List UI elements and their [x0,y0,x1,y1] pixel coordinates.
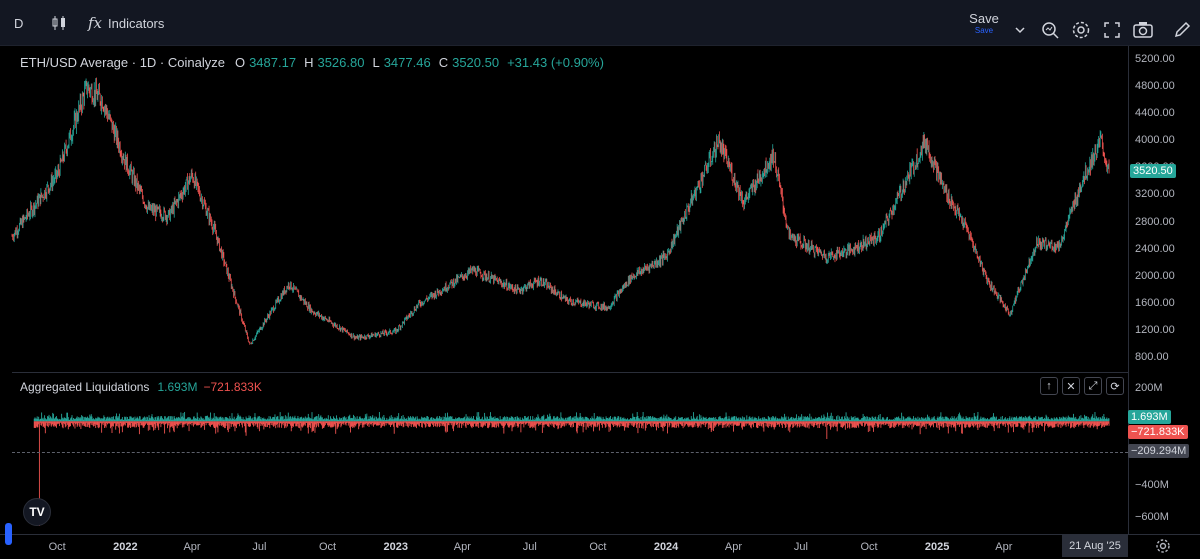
change-value: +31.43 (+0.90%) [507,55,604,70]
maximize-pane-button[interactable]: ⤢ [1084,377,1102,395]
liquidations-legend: Aggregated Liquidations 1.693M −721.833K [20,380,262,394]
time-axis-tick: Oct [318,541,337,553]
time-axis-tick: Apr [183,541,201,553]
move-pane-up-button[interactable]: ↑ [1040,377,1058,395]
refresh-pane-button[interactable]: ⟳ [1106,377,1124,395]
close-value: 3520.50 [452,55,500,70]
long-liq-value: 1.693M [157,380,198,394]
time-axis-tick: Oct [589,541,607,553]
save-sublabel: Save [974,25,994,35]
camera-icon[interactable] [1132,20,1154,40]
price-axis-tick: 1600.00 [1135,297,1175,310]
fx-icon: fx [88,14,103,32]
interval-button[interactable]: D [14,15,24,31]
crosshair-value-tag: −209.294M [1128,444,1190,458]
open-key: O [234,55,246,70]
pencil-icon[interactable] [1172,20,1192,40]
time-axis-tick: Jul [252,541,267,553]
top-toolbar: D fx Indicators Save Save [0,0,1200,46]
indicators-label: Indicators [108,15,165,31]
symbol-title[interactable]: ETH/USD Average · 1D · Coinalyze [20,55,225,70]
quick-search-icon[interactable] [1040,20,1060,40]
close-icon: ✕ [1066,380,1076,393]
price-axis-border [1128,46,1129,534]
time-axis-tick: 2024 [653,541,679,553]
sidebar-toggle-handle[interactable] [5,523,12,545]
crosshair-line [12,452,1128,453]
main-legend: ETH/USD Average · 1D · Coinalyze O 3487.1… [20,55,608,70]
indicators-button[interactable]: fx Indicators [88,0,164,46]
fullscreen-icon[interactable] [1102,20,1122,40]
time-axis-tick: Jul [522,541,537,553]
time-axis-tick: Apr [995,541,1013,553]
tradingview-logo[interactable]: TV [23,498,51,526]
time-axis-tick: Oct [48,541,66,553]
candle-series [11,77,1110,345]
time-axis-border [0,534,1200,535]
time-axis-tick: 2025 [924,541,950,553]
short-liq-value: −721.833K [203,380,262,394]
pane-controls: ↑ ✕ ⤢ ⟳ [1040,377,1124,395]
gear-icon[interactable] [1071,20,1091,40]
price-axis-tick: 1200.00 [1135,324,1175,337]
time-axis-tick: 2022 [113,541,138,553]
collapse-icon: ⤢ [1088,379,1098,392]
long-liq-tag: 1.693M [1128,410,1171,424]
price-axis-tick: 4800.00 [1135,79,1175,92]
cursor-date-tag: 21 Aug '25 [1062,535,1128,557]
price-axis-tick: 3200.00 [1135,188,1175,201]
high-value: 3526.80 [317,55,365,70]
price-axis-tick: 4400.00 [1135,106,1175,119]
time-axis-tick: Jul [793,541,808,553]
liq-axis-tick: 200M [1135,382,1163,395]
refresh-icon: ⟳ [1110,380,1120,393]
candles-icon [52,16,65,30]
price-axis-tick: 2400.00 [1135,242,1175,255]
price-axis-tick: 2000.00 [1135,269,1175,282]
save-button[interactable]: Save Save [964,0,1004,46]
time-axis-tick: Apr [453,541,471,553]
close-key: C [438,55,449,70]
time-axis-tick: Apr [724,541,743,553]
liquidation-series [33,411,1110,526]
indicator-title[interactable]: Aggregated Liquidations [20,380,150,394]
time-axis-tick: 2023 [383,541,408,553]
price-axis-tick: 4000.00 [1135,134,1175,147]
liq-axis-tick: −400M [1135,478,1169,491]
price-axis-tick: 800.00 [1135,351,1169,364]
arrow-up-icon: ↑ [1046,380,1052,392]
last-price-tag: 3520.50 [1130,164,1176,178]
chart-type-button[interactable] [50,0,68,46]
pane-separator[interactable] [12,372,1128,373]
time-axis[interactable]: Oct 2022 Apr Jul Oct 2023 Apr Jul Oct 2024 Apr Jul O… [0,534,1128,559]
low-key: L [372,55,380,70]
short-liq-tag: −721.833K [1128,425,1188,439]
chevron-down-icon[interactable] [1010,20,1030,40]
open-value: 3487.17 [249,55,297,70]
gear-icon[interactable] [1155,538,1171,554]
low-value: 3477.46 [383,55,431,70]
price-axis-tick: 2800.00 [1135,215,1175,228]
save-label: Save [969,10,999,26]
time-axis-tick: Oct [860,541,878,553]
high-key: H [304,55,314,70]
liq-axis-tick: −600M [1135,510,1169,523]
remove-pane-button[interactable]: ✕ [1062,377,1080,395]
price-axis-tick: 5200.00 [1135,52,1175,65]
